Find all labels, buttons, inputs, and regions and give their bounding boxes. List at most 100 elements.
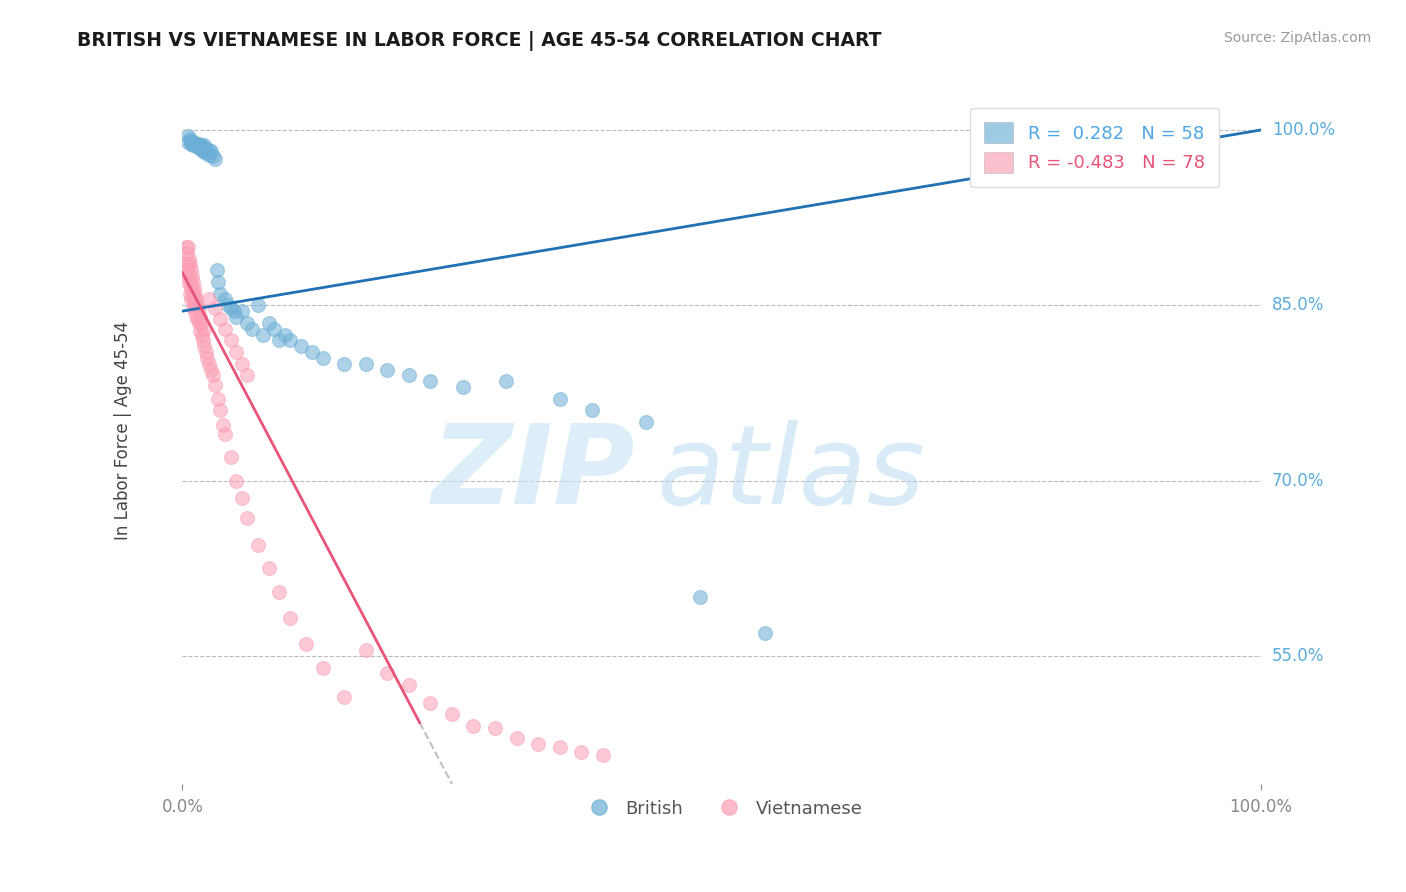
Text: 70.0%: 70.0% [1272,472,1324,490]
Point [295,637,318,651]
Point [180,136,202,151]
Point [419,374,441,388]
Point [177,275,200,289]
Point [190,143,212,157]
Point [193,339,215,353]
Point [209,286,232,301]
Point [205,263,228,277]
Point [236,316,259,330]
Point [180,134,202,148]
Point [190,139,212,153]
Point [231,491,253,505]
Point [186,308,208,322]
Point [180,281,202,295]
Point [217,298,239,312]
Point [204,301,226,315]
Point [451,380,474,394]
Legend: British, Vietnamese: British, Vietnamese [574,792,870,825]
Point [187,136,209,151]
Point [274,327,297,342]
Point [207,392,229,406]
Point [200,144,222,158]
Point [179,286,201,301]
Point [198,143,221,157]
Point [193,138,215,153]
Point [186,293,208,307]
Point [219,334,242,348]
Point [195,142,218,156]
Point [201,368,224,383]
Text: BRITISH VS VIETNAMESE IN LABOR FORCE | AGE 45-54 CORRELATION CHART: BRITISH VS VIETNAMESE IN LABOR FORCE | A… [77,31,882,51]
Point [186,139,208,153]
Point [569,745,592,759]
Point [187,316,209,330]
Point [200,362,222,376]
Point [177,257,200,271]
Point [193,321,215,335]
Point [252,327,274,342]
Point [214,321,236,335]
Point [209,403,232,417]
Point [180,293,202,307]
Point [754,625,776,640]
Point [193,145,215,160]
Point [183,281,205,295]
Point [257,316,280,330]
Text: Source: ZipAtlas.com: Source: ZipAtlas.com [1223,31,1371,45]
Text: ZIP: ZIP [432,420,636,527]
Point [311,351,333,365]
Point [195,351,218,365]
Point [225,310,247,324]
Text: In Labor Force | Age 45-54: In Labor Force | Age 45-54 [114,321,132,541]
Point [177,240,200,254]
Point [190,327,212,342]
Point [212,417,235,432]
Point [311,660,333,674]
Point [179,275,201,289]
Point [375,362,398,376]
Point [231,357,253,371]
Point [225,345,247,359]
Point [548,392,571,406]
Point [242,321,264,335]
Point [181,135,204,149]
Point [181,301,204,315]
Point [246,298,269,312]
Point [278,611,301,625]
Point [181,285,204,299]
Text: 100.0%: 100.0% [1272,121,1334,139]
Point [183,296,205,310]
Point [257,561,280,575]
Point [290,339,312,353]
Point [204,377,226,392]
Text: 55.0%: 55.0% [1272,647,1324,665]
Point [187,301,209,315]
Point [177,252,200,266]
Point [177,135,200,149]
Point [179,257,201,271]
Text: 85.0%: 85.0% [1272,296,1324,314]
Point [180,263,202,277]
Point [184,286,207,301]
Point [209,312,232,326]
Point [301,345,323,359]
Point [176,245,198,260]
Point [181,269,204,284]
Point [184,136,207,150]
Point [214,293,236,307]
Text: atlas: atlas [657,420,925,527]
Point [581,403,603,417]
Point [269,334,291,348]
Point [177,269,200,284]
Point [186,298,208,312]
Point [219,450,242,465]
Point [263,321,285,335]
Point [181,289,204,303]
Point [398,368,420,383]
Point [634,415,657,429]
Point [225,474,247,488]
Point [177,128,200,143]
Point [214,426,236,441]
Point [190,316,212,330]
Point [333,690,356,704]
